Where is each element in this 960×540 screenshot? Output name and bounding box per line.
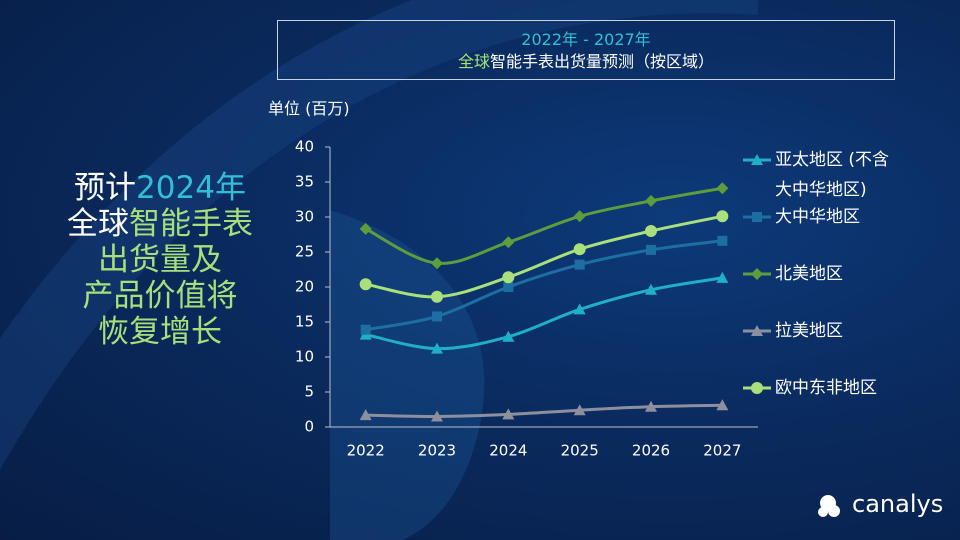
legend-marker [743,212,771,222]
series-line [365,403,723,419]
marker [360,324,371,335]
headline: 预计2024年 全球智能手表 出货量及 产品价值将 恢复增长 [40,170,280,350]
marker [751,268,763,280]
headline-text: 产品价值将 [82,278,238,314]
headline-text: 出货量及 [98,242,222,278]
marker [751,154,763,165]
marker [645,225,657,237]
y-axis-label: 单位 (百万) [268,99,350,118]
marker [502,408,515,420]
marker [751,382,763,394]
chart-subtitle: 智能手表出货量预测（按区域） [490,52,715,71]
headline-text: 全球 [67,206,129,242]
series-line [364,186,723,265]
chart-title: 2022年 - 2027年 [521,30,651,49]
title-box: 2022年 - 2027年 全球智能手表出货量预测（按区域） [277,20,895,80]
headline-text: 恢复增长 [98,314,222,350]
marker [645,400,657,412]
marker [432,311,442,322]
x-tick-label: 2023 [418,442,456,460]
y-tick-label: 10 [295,348,314,366]
x-tick-label: 2026 [632,442,670,460]
marker [716,271,729,283]
marker [573,303,586,315]
decor [330,210,485,540]
marker [431,290,443,303]
marker [645,283,657,295]
headline-line: 预计2024年 [40,170,280,206]
marker [573,404,586,416]
headline-line: 全球智能手表 [40,206,280,242]
marker [646,244,656,255]
legend-marker [743,382,771,394]
marker [502,330,515,342]
marker [574,259,585,270]
series-line [365,214,723,299]
legend-marker [743,325,771,336]
x-tick-label: 2024 [489,442,527,460]
marker [716,399,729,411]
headline-text: 2024年 [136,170,246,206]
marker [431,410,443,422]
marker [503,282,514,292]
chart-subtitle: 全球 [457,52,490,71]
legend-marker [743,268,771,280]
marker [573,210,586,223]
y-tick-label: 15 [295,313,314,331]
x-tick-label: 2027 [703,442,741,460]
series-line [365,276,723,351]
marker [359,409,372,421]
legend-label: 欧中东非地区 [775,378,877,398]
marker [752,212,762,222]
marker [502,236,515,249]
brand: canalys [852,490,944,518]
legend-label: 北美地区 [775,264,843,284]
y-tick-label: 25 [295,243,314,261]
headline-text: 智能手表 [129,206,253,242]
legend-label: 拉美地区 [775,321,843,341]
y-tick-label: 35 [295,173,314,191]
x-tick-label: 2022 [347,442,385,460]
marker [716,210,729,223]
headline-text: 预计 [74,170,137,206]
marker [573,243,586,256]
legend-item: 大中华地区 [743,202,943,232]
y-tick-label: 20 [295,278,314,296]
marker [751,325,763,336]
marker [716,182,729,195]
marker [431,257,443,270]
y-tick-label: 40 [295,138,314,156]
marker [645,194,657,207]
marker [431,342,443,354]
y-tick-label: 5 [304,383,314,401]
y-tick-label: 30 [295,208,314,226]
decor [0,0,759,471]
legend-item: 北美地区 [743,259,943,289]
legend-label: 大中华地区 [775,207,860,227]
logo-icon [818,495,840,517]
legend-item: 欧中东非地区 [743,373,943,403]
legend-item: 拉美地区 [743,316,943,346]
legend-marker [743,154,771,165]
series-line [365,239,723,332]
legend-label: 亚太地区 (不含大中华地区) [775,150,890,200]
marker [502,271,515,284]
y-tick-label: 0 [304,418,314,436]
marker [359,278,372,291]
x-tick-label: 2025 [561,442,599,460]
legend-item: 亚太地区 (不含大中华地区) [743,145,943,205]
marker [359,222,372,235]
marker [717,235,728,246]
